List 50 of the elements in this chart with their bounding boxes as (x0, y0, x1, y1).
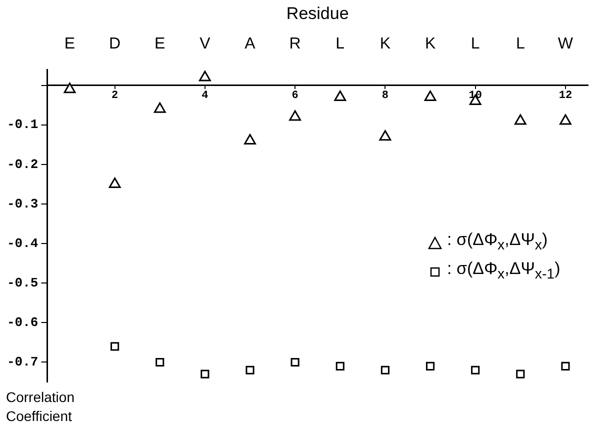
x-tick-label: A (244, 35, 256, 52)
point (290, 358, 300, 367)
x-tick-label: R (289, 35, 301, 52)
point (424, 90, 436, 102)
point (514, 114, 526, 125)
y-tick-label: -0.2 (6, 156, 38, 172)
point (560, 114, 572, 125)
point (561, 362, 570, 370)
x2-tick-label: 8 (382, 90, 389, 102)
point (246, 366, 254, 374)
point (154, 102, 166, 113)
point (336, 362, 344, 370)
point (156, 358, 164, 367)
y-tick-label: -0.7 (6, 354, 38, 370)
point (289, 110, 302, 121)
point (471, 366, 480, 374)
y-tick-label: -0.5 (6, 275, 38, 290)
x-tick-label: L (516, 35, 525, 52)
x-tick-label: L (336, 35, 345, 52)
point (198, 70, 211, 82)
x-tick-label: K (380, 35, 391, 52)
point (426, 362, 435, 370)
x-tick-label: D (109, 35, 121, 52)
point (379, 130, 392, 141)
legend-label: : σ(ΔΦ$_{x}$,ΔΨ$_{x}$) (447, 229, 548, 256)
point (200, 370, 210, 378)
point (64, 82, 76, 94)
point (516, 370, 525, 378)
point (110, 342, 120, 351)
x-tick-label: E (154, 35, 166, 52)
y-axis-title: Correlation Coefficient (6, 388, 76, 426)
y-tick-label: -0.4 (6, 236, 38, 251)
x-tick-label: W (558, 35, 574, 52)
x-tick-label: E (64, 35, 76, 52)
point (380, 366, 390, 374)
x2-tick-label: 4 (202, 90, 209, 102)
x-axis-title: Residue (286, 4, 349, 23)
legend-label: : σ(ΔΦ$_{x}$,ΔΨ$_{x-1}$) (447, 258, 560, 285)
point (108, 178, 121, 188)
x-tick-label: V (200, 35, 211, 52)
x-tick-label: L (470, 35, 480, 52)
x2-tick-label: 6 (292, 90, 298, 102)
x-tick-label: K (424, 35, 436, 52)
point (244, 134, 256, 145)
point (334, 90, 346, 102)
y-tick-label: -0.6 (6, 314, 38, 330)
x2-tick-label: 2 (112, 90, 118, 102)
y-tick-label: -0.1 (6, 117, 38, 132)
x2-tick-label: 12 (558, 90, 572, 102)
y-tick-label: -0.3 (6, 196, 38, 212)
